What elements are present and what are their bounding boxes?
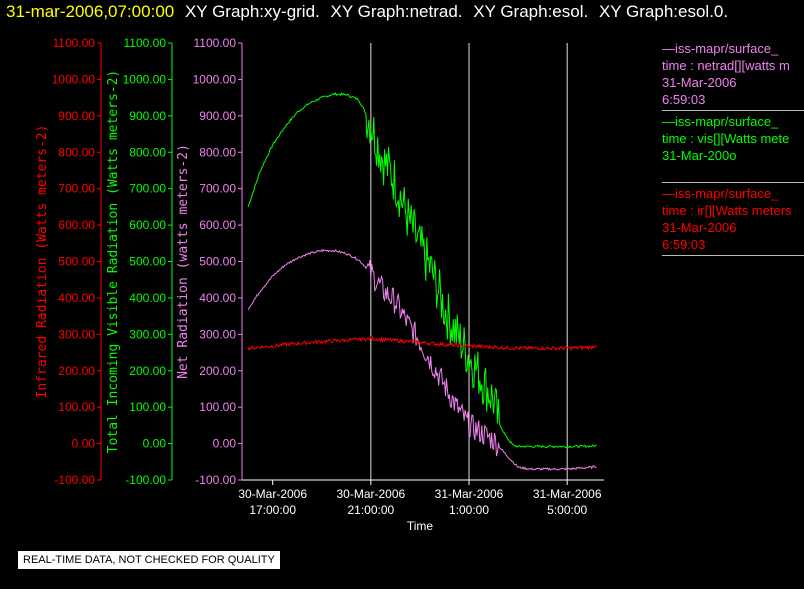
y-tick-label: 100.00 (199, 400, 236, 414)
y-tick-label: 900.00 (129, 109, 166, 123)
y-tick-label: 200.00 (129, 364, 166, 378)
header: 31-mar-2006,07:00:00 XY Graph:xy-grid. X… (6, 2, 728, 22)
x-tick-label: 30-Mar-2006 (336, 487, 405, 501)
legend-vis-line1: —iss-mapr/surface_ (662, 114, 779, 129)
legend-ir-line4: 6:59:03 (662, 237, 706, 252)
legend-ir-line1: —iss-mapr/surface_ (662, 186, 779, 201)
y-tick-label: -100.00 (54, 473, 95, 487)
legend-netrad-line1: —iss-mapr/surface_ (662, 41, 779, 56)
y-tick-label: 1000.00 (193, 72, 237, 86)
y-tick-label: -100.00 (195, 473, 236, 487)
x-tick-label: 31-Mar-2006 (435, 487, 504, 501)
y-tick-label: 0.00 (143, 437, 167, 451)
legend-vis[interactable]: —iss-mapr/surface_ time : vis[][Watts me… (662, 113, 804, 183)
y-tick-label: 600.00 (199, 218, 236, 232)
y-tick-label: 1100.00 (53, 36, 96, 50)
legend-netrad-line2: time : netrad[][watts m (662, 58, 790, 73)
legend-ir[interactable]: —iss-mapr/surface_ time : ir[][Watts met… (662, 185, 804, 256)
y-tick-label: 300.00 (58, 327, 95, 341)
y-tick-label: 400.00 (199, 291, 236, 305)
x-tick-label: 31-Mar-2006 (533, 487, 602, 501)
series-line-ir (247, 335, 597, 352)
y-tick-label: 1000.00 (52, 72, 96, 86)
y-tick-label: 500.00 (129, 255, 166, 269)
y-tick-label: 400.00 (129, 291, 166, 305)
y-tick-label: 900.00 (58, 109, 95, 123)
y-tick-label: 200.00 (199, 364, 236, 378)
legend-netrad[interactable]: —iss-mapr/surface_ time : netrad[][watts… (662, 40, 804, 111)
x-axis-label: Time (407, 519, 434, 533)
header-title-1[interactable]: XY Graph:xy-grid. (184, 2, 320, 21)
legend-ir-line2: time : ir[][Watts meters (662, 203, 792, 218)
y-tick-label: 700.00 (129, 182, 166, 196)
y-axis-label: Infrared Radiation (Watts meters-2) (35, 125, 50, 399)
y-axis-label: Total Incoming Visible Radiation (Watts … (106, 70, 121, 454)
legend-netrad-line4: 6:59:03 (662, 92, 706, 107)
legend-vis-line2: time : vis[][Watts mete (662, 131, 790, 146)
x-tick-label: 1:00:00 (449, 503, 489, 517)
y-tick-label: 1000.00 (123, 72, 167, 86)
header-title-2[interactable]: XY Graph:netrad. (330, 2, 463, 21)
header-title-4[interactable]: XY Graph:esol.0. (598, 2, 729, 21)
quality-notice: REAL-TIME DATA, NOT CHECKED FOR QUALITY (18, 551, 280, 569)
series-line-netrad (247, 249, 597, 471)
y-tick-label: 400.00 (58, 291, 95, 305)
x-tick-label: 17:00:00 (249, 503, 296, 517)
y-tick-label: 1100.00 (194, 36, 237, 50)
legend-vis-line3: 31-Mar-200o (662, 148, 737, 163)
y-tick-label: 300.00 (129, 327, 166, 341)
y-tick-label: 1100.00 (124, 36, 167, 50)
y-tick-label: 0.00 (213, 437, 237, 451)
legend-netrad-line3: 31-Mar-2006 (662, 75, 737, 90)
header-title-3[interactable]: XY Graph:esol. (473, 2, 589, 21)
y-tick-label: 800.00 (58, 145, 95, 159)
y-tick-label: 800.00 (129, 145, 166, 159)
y-tick-label: 900.00 (199, 109, 236, 123)
y-tick-label: 500.00 (199, 255, 236, 269)
y-tick-label: 300.00 (199, 327, 236, 341)
y-tick-label: 700.00 (58, 182, 95, 196)
y-tick-label: 800.00 (199, 145, 236, 159)
series-line-vis (247, 92, 597, 449)
y-tick-label: 100.00 (129, 400, 166, 414)
y-tick-label: 100.00 (58, 400, 95, 414)
y-tick-label: 200.00 (58, 364, 95, 378)
y-axis-label: Net Radiation (watts meters-2) (176, 144, 191, 379)
y-tick-label: 600.00 (58, 218, 95, 232)
y-tick-label: 700.00 (199, 182, 236, 196)
y-tick-label: 600.00 (129, 218, 166, 232)
x-tick-label: 21:00:00 (347, 503, 394, 517)
y-tick-label: 0.00 (72, 437, 96, 451)
x-tick-label: 30-Mar-2006 (238, 487, 307, 501)
legend: —iss-mapr/surface_ time : netrad[][watts… (662, 40, 804, 258)
header-timestamp: 31-mar-2006,07:00:00 (6, 2, 175, 21)
x-tick-label: 5:00:00 (547, 503, 587, 517)
legend-ir-line3: 31-Mar-2006 (662, 220, 737, 235)
y-tick-label: 500.00 (58, 255, 95, 269)
y-tick-label: -100.00 (125, 473, 166, 487)
